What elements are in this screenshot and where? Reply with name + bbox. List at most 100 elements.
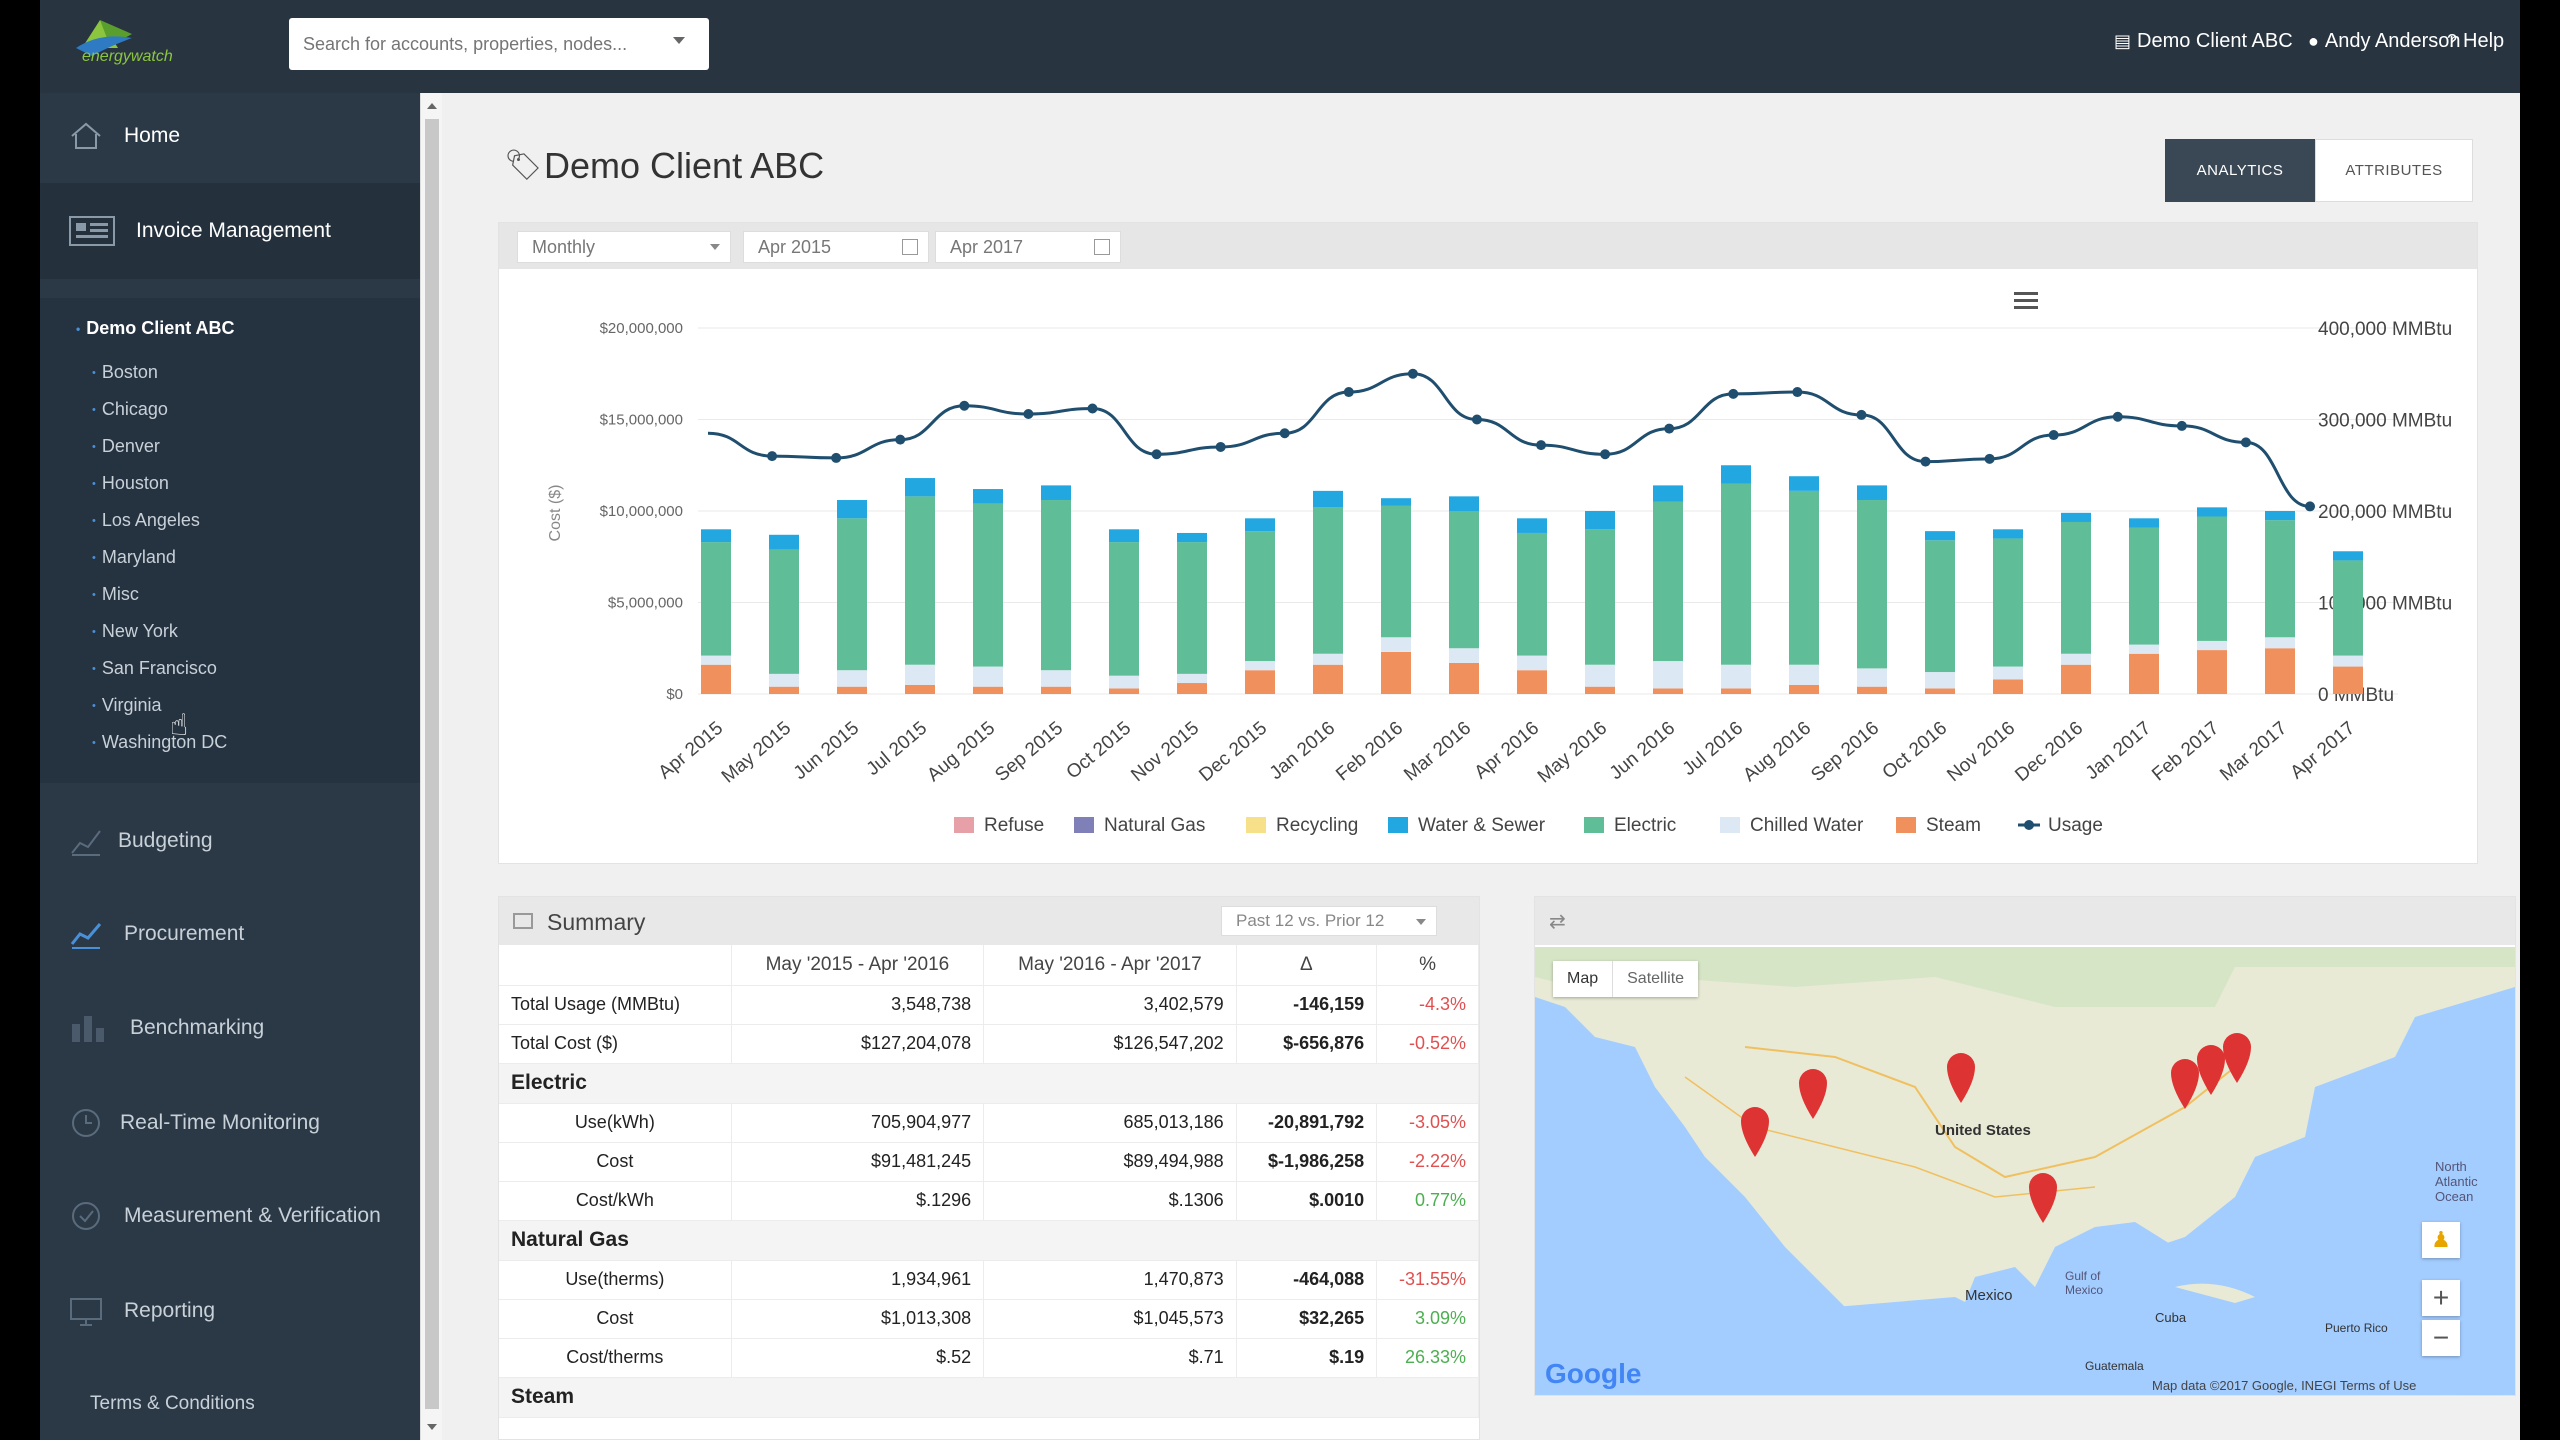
tree-item-boston[interactable]: Boston <box>92 362 158 383</box>
bar-electric[interactable] <box>1313 507 1343 654</box>
tree-item-virginia[interactable]: Virginia <box>92 695 162 716</box>
bar-chilled-water[interactable] <box>973 666 1003 687</box>
usage-point[interactable] <box>1984 453 1995 464</box>
bar-chilled-water[interactable] <box>1653 661 1683 689</box>
terms-link[interactable]: Terms & Conditions <box>90 1393 255 1414</box>
usage-point[interactable] <box>1920 456 1931 467</box>
chart-menu-icon[interactable] <box>2012 290 2040 312</box>
scrollbar-thumb[interactable] <box>425 119 439 1409</box>
start-date-input[interactable]: Apr 2015 <box>743 231 929 263</box>
bar-electric[interactable] <box>1449 511 1479 649</box>
bar-steam[interactable] <box>1517 670 1547 694</box>
bar-electric[interactable] <box>2197 516 2227 641</box>
bar-steam[interactable] <box>2333 666 2363 694</box>
nav-reporting[interactable]: Reporting <box>40 1268 420 1354</box>
user-menu[interactable]: ● Andy Anderson <box>2308 30 2461 53</box>
bar-water-sewer[interactable] <box>1245 518 1275 532</box>
bar-water-sewer[interactable] <box>2265 511 2295 521</box>
bar-water-sewer[interactable] <box>905 478 935 497</box>
help-link[interactable]: ? Help <box>2447 30 2504 53</box>
legend-steam-swatch[interactable] <box>1896 817 1916 833</box>
bar-electric[interactable] <box>1993 538 2023 667</box>
bar-steam[interactable] <box>1177 683 1207 694</box>
legend-natural-gas-swatch[interactable] <box>1074 817 1094 833</box>
sites-map[interactable] <box>1535 947 2515 1395</box>
usage-point[interactable] <box>1728 388 1739 399</box>
bar-electric[interactable] <box>837 518 867 671</box>
bar-chilled-water[interactable] <box>1857 668 1887 687</box>
bar-steam[interactable] <box>837 686 867 694</box>
bar-steam[interactable] <box>1653 688 1683 694</box>
legend-water-sewer-swatch[interactable] <box>1388 817 1408 833</box>
bar-steam[interactable] <box>905 684 935 694</box>
bar-chilled-water[interactable] <box>1517 655 1547 671</box>
bar-water-sewer[interactable] <box>769 534 799 550</box>
zoom-in-button[interactable]: + <box>2422 1280 2460 1316</box>
chevron-down-icon[interactable] <box>673 37 685 44</box>
refresh-icon[interactable]: ⇄ <box>1549 911 1566 933</box>
bar-electric[interactable] <box>701 542 731 656</box>
bar-electric[interactable] <box>2265 520 2295 638</box>
nav-invoice-management[interactable]: Invoice Management <box>40 183 420 279</box>
map-type-toggle[interactable]: Map Satellite <box>1553 961 1699 997</box>
scroll-down-icon[interactable] <box>427 1424 437 1430</box>
bar-steam[interactable] <box>769 686 799 694</box>
bar-water-sewer[interactable] <box>837 500 867 519</box>
bar-electric[interactable] <box>1925 540 1955 673</box>
bar-water-sewer[interactable] <box>1789 476 1819 491</box>
bar-steam[interactable] <box>2265 648 2295 694</box>
bar-chilled-water[interactable] <box>1721 664 1751 689</box>
usage-point[interactable] <box>1407 368 1418 379</box>
bar-water-sewer[interactable] <box>701 529 731 543</box>
bar-steam[interactable] <box>1449 662 1479 694</box>
bar-electric[interactable] <box>2061 521 2091 654</box>
bar-steam[interactable] <box>1789 684 1819 694</box>
bar-water-sewer[interactable] <box>2129 518 2159 528</box>
bar-chilled-water[interactable] <box>2197 640 2227 651</box>
attributes-tab[interactable]: ATTRIBUTES <box>2315 139 2473 202</box>
bar-electric[interactable] <box>1721 483 1751 665</box>
bar-chilled-water[interactable] <box>2129 644 2159 654</box>
tree-item-denver[interactable]: Denver <box>92 436 160 457</box>
bar-chilled-water[interactable] <box>1449 648 1479 663</box>
usage-point[interactable] <box>959 400 970 411</box>
map-button[interactable]: Map <box>1567 970 1599 987</box>
bar-steam[interactable] <box>2197 650 2227 694</box>
bar-chilled-water[interactable] <box>1381 637 1411 652</box>
bar-water-sewer[interactable] <box>1585 511 1615 530</box>
bar-steam[interactable] <box>1857 686 1887 694</box>
search-box[interactable] <box>289 18 709 70</box>
bar-water-sewer[interactable] <box>1313 490 1343 508</box>
energywatch-logo[interactable] <box>70 12 190 72</box>
bar-steam[interactable] <box>701 664 731 694</box>
bar-steam[interactable] <box>1245 670 1275 694</box>
bar-chilled-water[interactable] <box>1177 673 1207 684</box>
bar-water-sewer[interactable] <box>1857 485 1887 501</box>
nav-measurement-verification[interactable]: Measurement & Verification <box>40 1173 420 1259</box>
bar-electric[interactable] <box>1381 505 1411 638</box>
usage-point[interactable] <box>895 434 906 445</box>
bar-electric[interactable] <box>1653 501 1683 662</box>
bar-electric[interactable] <box>905 496 935 665</box>
tree-item-houston[interactable]: Houston <box>92 473 169 494</box>
bar-steam[interactable] <box>2129 653 2159 694</box>
tree-item-misc[interactable]: Misc <box>92 584 139 605</box>
usage-point[interactable] <box>1600 449 1611 460</box>
usage-point[interactable] <box>1792 387 1803 398</box>
bar-electric[interactable] <box>1585 529 1615 665</box>
legend-refuse-swatch[interactable] <box>954 817 974 833</box>
bar-chilled-water[interactable] <box>1585 664 1615 687</box>
bar-water-sewer[interactable] <box>1449 496 1479 511</box>
bar-steam[interactable] <box>973 686 1003 694</box>
bar-chilled-water[interactable] <box>769 673 799 687</box>
usage-point[interactable] <box>1471 414 1482 425</box>
nav-benchmarking[interactable]: Benchmarking <box>40 985 420 1071</box>
nav-procurement[interactable]: Procurement <box>40 891 420 977</box>
tree-root-demo-client[interactable]: Demo Client ABC <box>76 318 234 339</box>
bar-electric[interactable] <box>973 503 1003 667</box>
calendar-icon[interactable] <box>902 239 918 255</box>
bar-steam[interactable] <box>1993 679 2023 694</box>
usage-point[interactable] <box>831 452 842 463</box>
usage-point[interactable] <box>767 451 778 462</box>
bar-chilled-water[interactable] <box>837 670 867 687</box>
